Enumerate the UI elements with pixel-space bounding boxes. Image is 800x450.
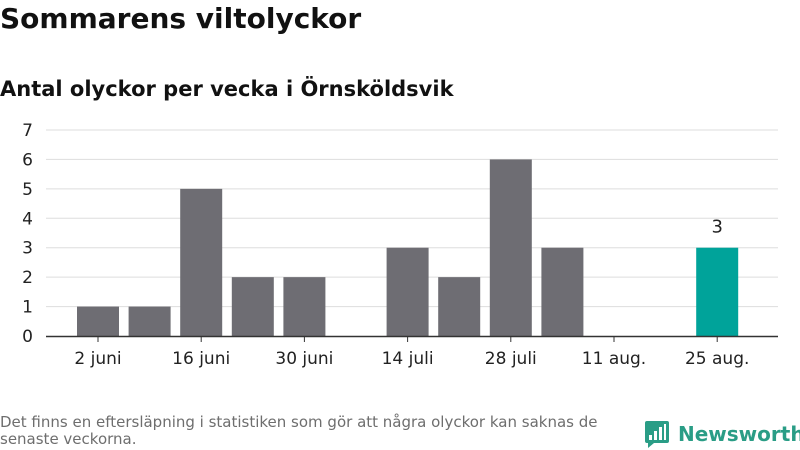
newsworthy-logo-text: Newsworthy	[678, 422, 800, 446]
bar-chart: 0 1 2 3 4 5 6 7 3 2 juni 16 juni 30 juni 14 juli 28 j…	[22, 121, 778, 369]
newsworthy-logo-icon	[645, 421, 669, 448]
x-tick-label: 16 juni	[172, 349, 230, 369]
newsworthy-logo: Newsworthy	[644, 420, 800, 448]
x-tick-label: 30 juni	[275, 349, 333, 369]
x-tick-label: 2 juni	[74, 349, 121, 369]
bar	[77, 306, 119, 336]
y-tick-label: 3	[22, 239, 33, 259]
highlight-bar	[696, 247, 739, 336]
bar	[438, 277, 481, 336]
bar	[128, 306, 171, 336]
bar	[489, 159, 532, 336]
x-tick-label: 11 aug.	[582, 349, 646, 369]
y-tick-label: 6	[22, 150, 33, 170]
y-tick-label: 1	[22, 298, 33, 318]
y-tick-label: 4	[22, 209, 33, 229]
x-tick-label: 14 juli	[382, 349, 434, 369]
bar	[180, 188, 223, 336]
bar	[231, 277, 274, 336]
bar	[386, 247, 429, 336]
x-tick-label: 28 juli	[485, 349, 537, 369]
footnote: Det finns en eftersläpning i statistiken…	[0, 413, 598, 448]
y-tick-label: 2	[22, 268, 33, 288]
y-tick-label: 0	[22, 327, 33, 347]
x-tick-label: 25 aug.	[685, 349, 749, 369]
data-label: 3	[711, 217, 722, 238]
bar	[541, 247, 584, 336]
y-tick-label: 5	[22, 180, 33, 200]
bar	[283, 277, 326, 336]
chart-title: Sommarens viltolyckor	[0, 2, 362, 35]
chart-subtitle: Antal olyckor per vecka i Örnsköldsvik	[0, 77, 454, 101]
y-tick-label: 7	[22, 121, 33, 141]
